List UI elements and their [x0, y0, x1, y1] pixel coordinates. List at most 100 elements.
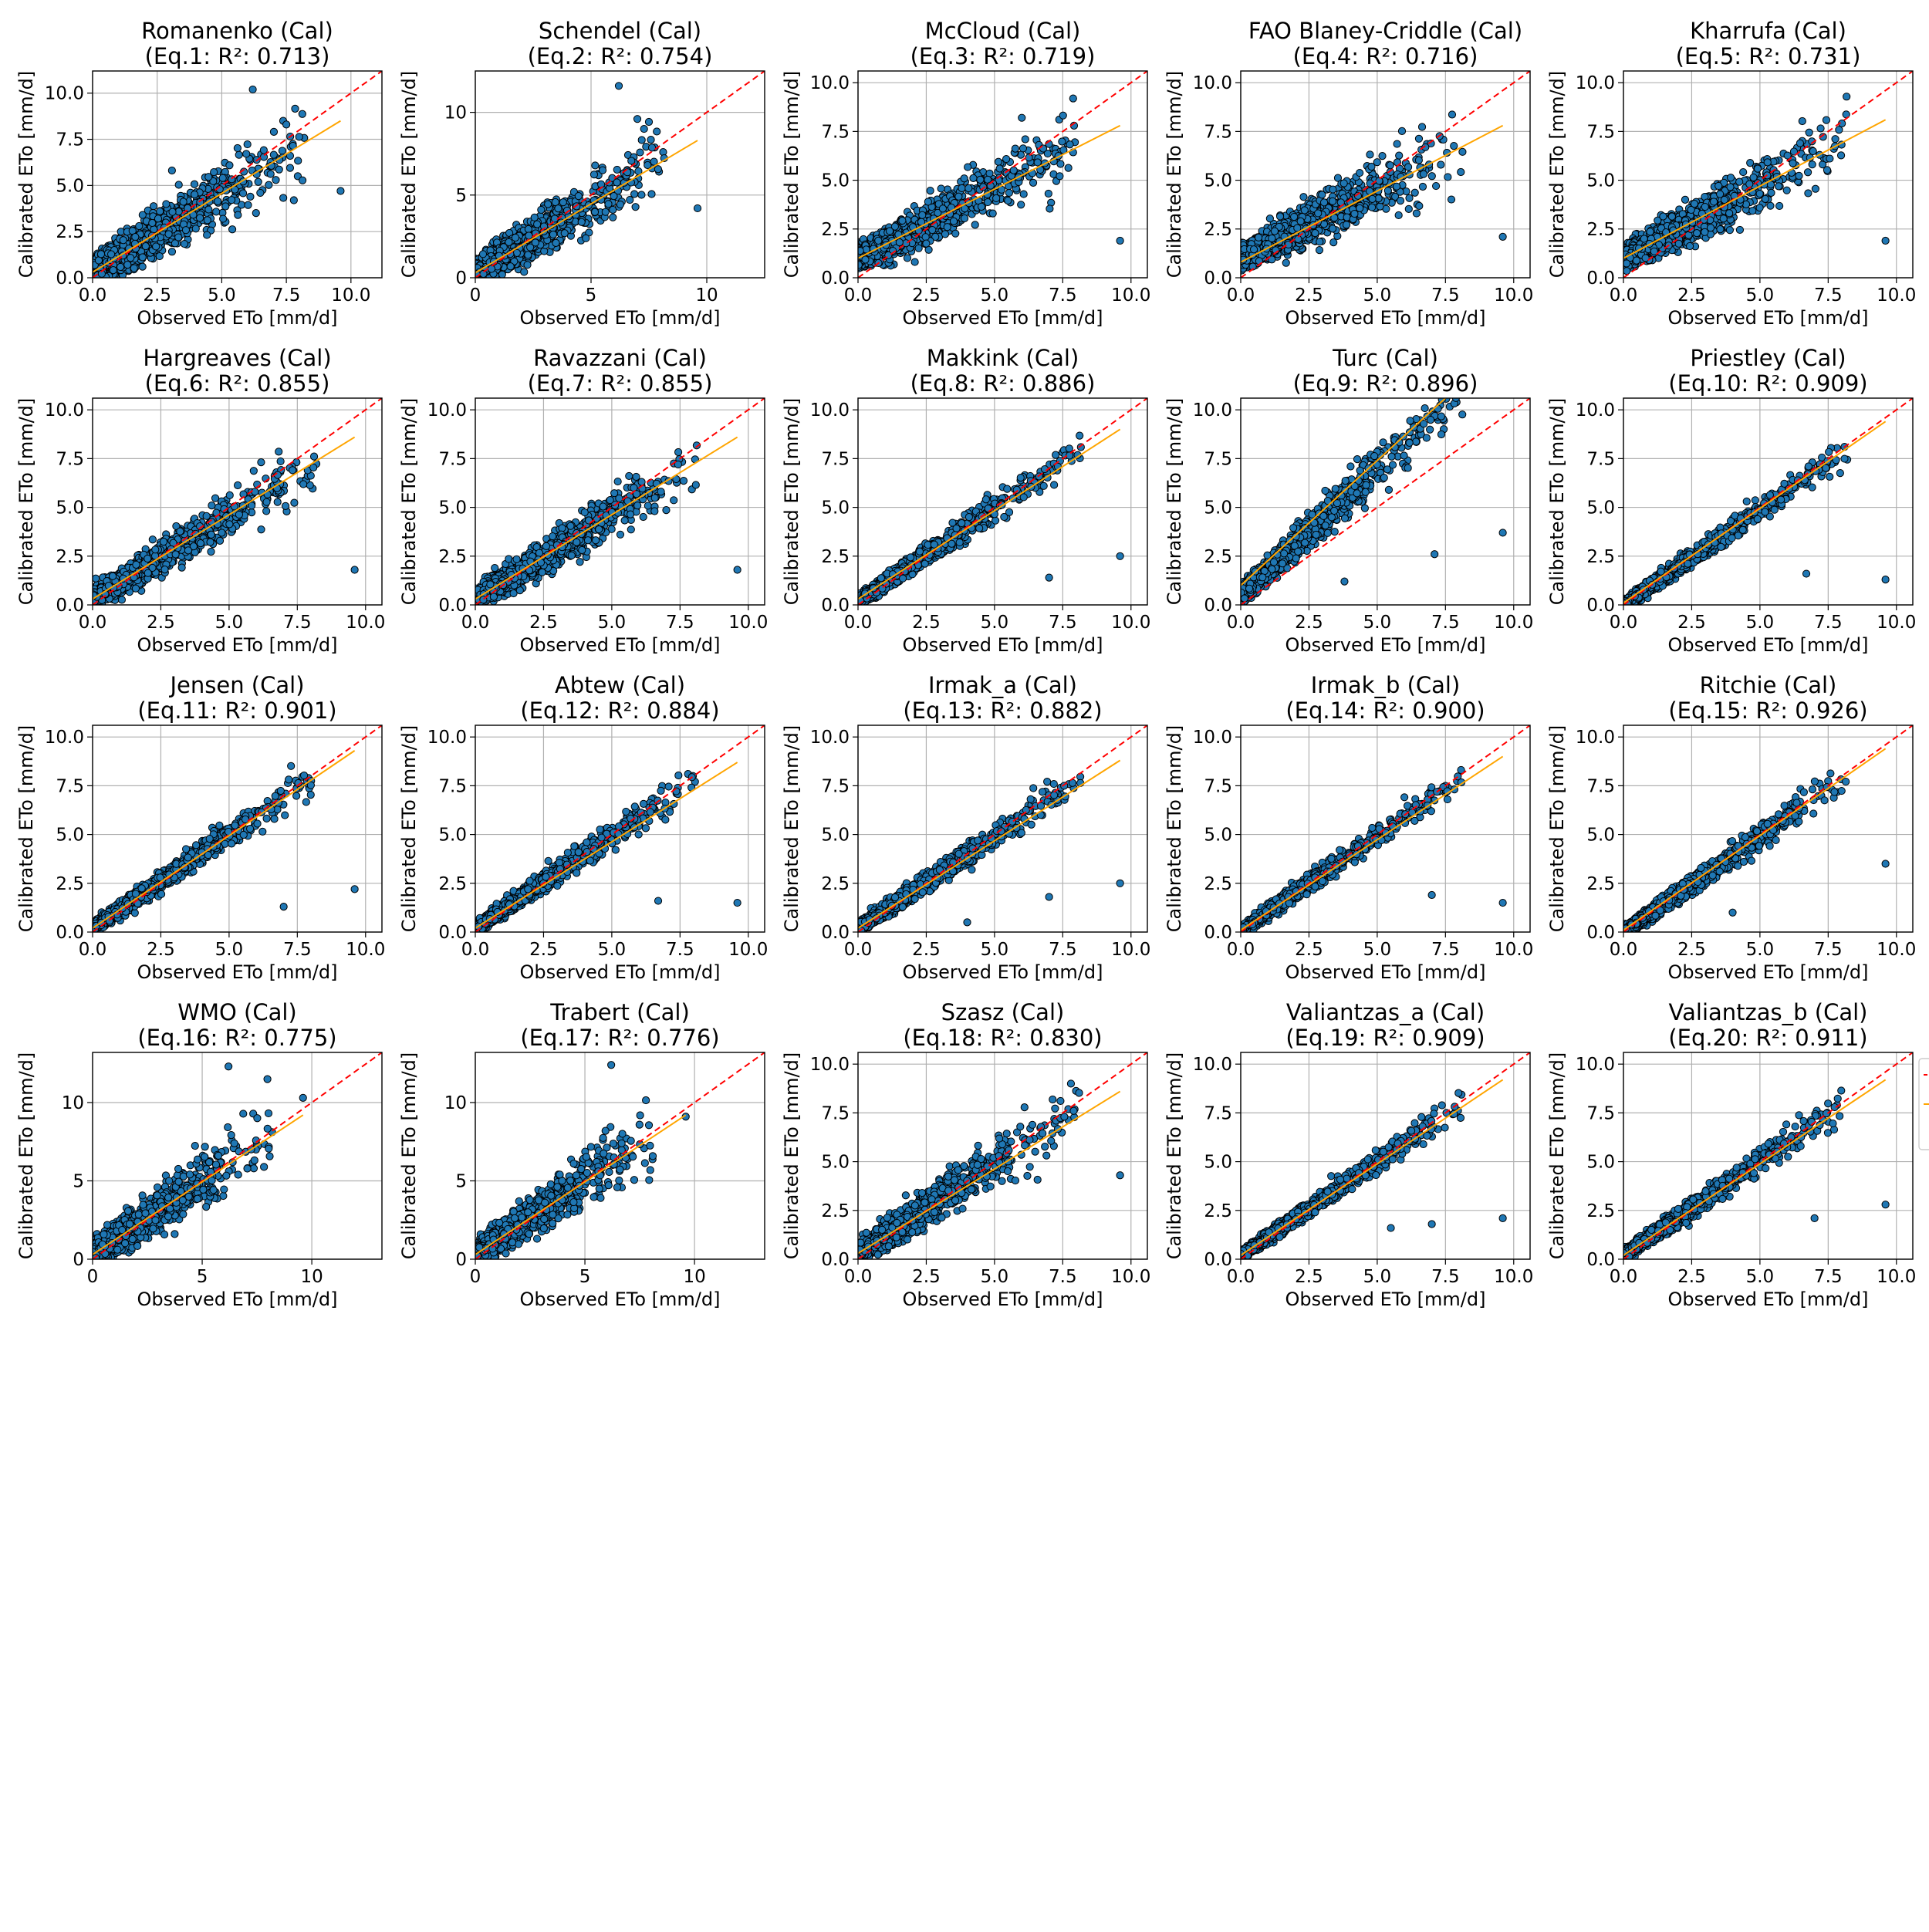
- data-point: [252, 210, 259, 217]
- data-point: [169, 208, 176, 215]
- x-tick-label: 5.0: [981, 285, 1009, 306]
- data-point: [180, 198, 187, 205]
- data-point: [139, 254, 146, 261]
- data-point: [525, 252, 532, 258]
- y-tick-label: 10: [444, 103, 467, 123]
- y-tick-label: 0.0: [821, 269, 850, 289]
- data-point: [578, 218, 585, 225]
- y-tick-label: 7.5: [56, 130, 84, 150]
- data-point: [196, 214, 203, 221]
- data-point: [896, 239, 903, 246]
- data-point: [521, 269, 528, 275]
- data-point: [610, 192, 617, 199]
- data-point: [136, 222, 143, 229]
- data-point: [235, 211, 242, 218]
- data-point: [191, 181, 198, 187]
- data-point: [534, 221, 541, 228]
- data-point: [220, 215, 227, 222]
- subplot-title: Schendel (Cal): [539, 18, 701, 44]
- y-tick-label: 2.5: [56, 222, 84, 242]
- data-point: [142, 243, 149, 250]
- data-point: [1012, 145, 1019, 152]
- data-point: [645, 118, 652, 125]
- outlier-point: [633, 116, 640, 123]
- data-point: [226, 162, 233, 169]
- data-point: [211, 168, 218, 175]
- data-point: [1059, 112, 1066, 119]
- data-point: [150, 226, 157, 233]
- data-point: [904, 255, 910, 262]
- data-point: [243, 150, 250, 157]
- data-point: [270, 151, 277, 158]
- x-axis-label: Observed ETo [mm/d]: [903, 307, 1103, 329]
- data-point: [605, 201, 612, 208]
- data-point: [525, 225, 532, 232]
- data-point: [1019, 145, 1026, 152]
- data-point: [175, 181, 182, 188]
- data-point: [640, 125, 647, 132]
- data-point: [153, 243, 160, 250]
- data-point: [524, 262, 531, 269]
- outlier-point: [283, 121, 290, 128]
- data-point: [1034, 159, 1041, 166]
- data-point: [1066, 141, 1073, 148]
- data-point: [191, 191, 198, 198]
- y-tick-label: 10.0: [45, 84, 84, 104]
- x-tick-label: 10: [695, 285, 718, 306]
- data-point: [165, 231, 172, 238]
- data-point: [599, 167, 606, 174]
- y-axis-label: Calibrated ETo [mm/d]: [781, 71, 802, 279]
- data-point: [132, 234, 139, 241]
- data-point: [1411, 189, 1418, 196]
- data-point: [156, 252, 163, 259]
- data-point: [286, 164, 293, 171]
- outlier-point: [694, 204, 701, 211]
- data-point: [937, 185, 944, 192]
- data-point: [215, 198, 221, 204]
- data-point: [149, 219, 156, 226]
- data-point: [244, 140, 251, 147]
- subplot-subtitle: (Eq.3: R²: 0.719): [910, 43, 1096, 69]
- data-point: [1056, 173, 1063, 180]
- data-point: [647, 137, 654, 144]
- data-point: [1002, 155, 1009, 162]
- data-point: [862, 256, 869, 263]
- data-point: [538, 206, 545, 213]
- x-tick-label: 10.0: [1111, 285, 1150, 306]
- data-point: [479, 251, 486, 258]
- data-point: [1039, 145, 1046, 152]
- data-point: [944, 224, 951, 231]
- data-point: [1029, 179, 1036, 186]
- data-point: [648, 191, 655, 198]
- data-point: [552, 239, 559, 246]
- data-point: [1458, 168, 1464, 175]
- data-point: [545, 201, 552, 208]
- data-point: [290, 197, 297, 204]
- data-point: [1415, 135, 1422, 142]
- data-point: [205, 206, 212, 213]
- data-point: [628, 157, 635, 164]
- x-axis-label: Observed ETo [mm/d]: [137, 307, 338, 329]
- data-point: [899, 217, 906, 224]
- fit-line: [93, 121, 340, 272]
- data-point: [97, 251, 104, 258]
- data-point: [911, 258, 918, 265]
- subplot-subtitle: (Eq.2: R²: 0.754): [528, 43, 713, 69]
- data-point: [648, 144, 655, 151]
- data-point: [950, 218, 957, 225]
- data-point: [270, 128, 277, 135]
- data-point: [107, 251, 114, 258]
- data-point: [260, 147, 267, 154]
- data-point: [157, 208, 164, 214]
- data-point: [192, 225, 199, 232]
- data-point: [150, 203, 157, 210]
- data-point: [239, 190, 246, 197]
- data-point: [637, 149, 644, 156]
- data-point: [1394, 140, 1400, 147]
- data-point: [245, 201, 252, 208]
- data-point: [985, 198, 992, 205]
- data-point: [602, 208, 609, 215]
- data-point: [139, 211, 146, 218]
